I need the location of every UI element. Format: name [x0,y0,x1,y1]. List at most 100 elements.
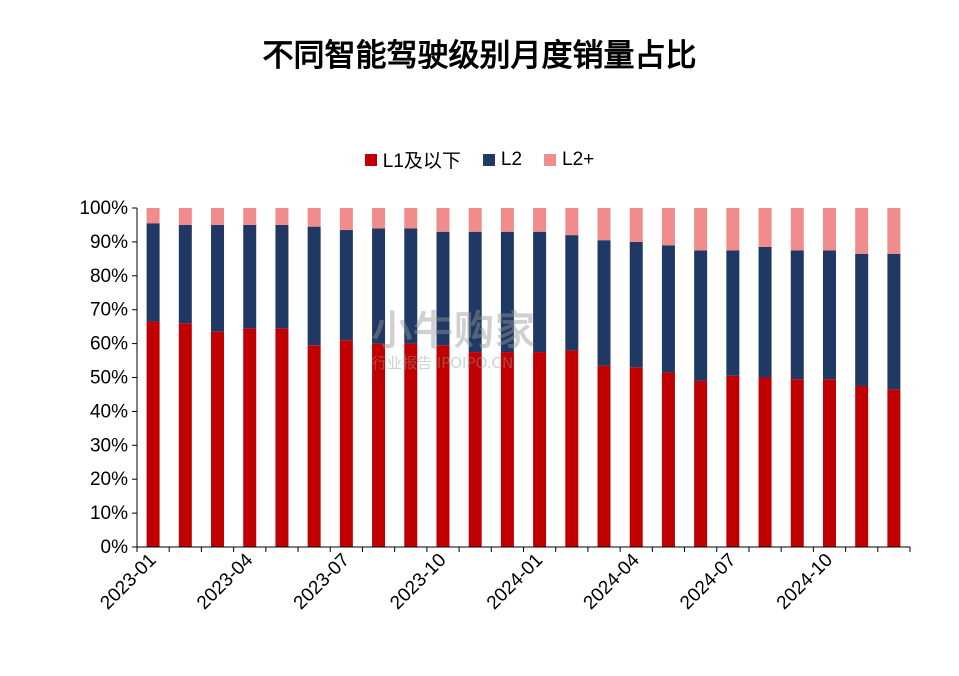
y-tick-label: 50% [90,368,128,389]
bar-segment-l1 [533,352,547,547]
bar-segment-l2plus [822,208,836,251]
y-tick-label: 90% [90,232,128,253]
legend-item-l2plus: L2+ [544,146,594,173]
bar-segment-l1 [500,352,514,547]
bar-segment-l1 [790,379,804,547]
bar-segment-l2plus [178,208,192,225]
bar-segment-l2 [887,253,901,390]
bar-segment-l2plus [597,208,611,241]
bar-segment-l2plus [146,208,160,224]
legend-label-l1: L1及以下 [382,151,461,172]
bar-segment-l2 [307,226,321,346]
bar-segment-l2plus [758,208,772,247]
legend-label-l2: L2 [500,148,523,170]
y-tick-label: 70% [90,300,128,321]
bar-segment-l2 [500,231,514,353]
bar-segment-l2plus [790,208,804,251]
bar-segment-l2 [822,250,836,380]
x-tick-label: 2024-10 [773,550,837,614]
legend-swatch-l2plus [544,153,557,166]
bar-segment-l2 [533,231,547,353]
bar-segment-l2plus [887,208,901,254]
bar-segment-l2plus [436,208,450,232]
bar-segment-l2plus [500,208,514,232]
bar-segment-l2plus [855,208,869,254]
bar-segment-l2 [726,250,740,376]
bar-segment-l2 [694,250,708,381]
bar-segment-l2 [436,231,450,346]
bar-segment-l2plus [339,208,353,231]
x-tick-label: 2023-04 [193,549,257,613]
y-tick-label: 30% [90,435,128,456]
legend-item-l1: L1及以下 [364,146,461,173]
y-tick-label: 0% [101,537,129,558]
legend: L1及以下 L2 L2+ [0,146,959,173]
bar-segment-l1 [565,350,579,547]
bar-segment-l2plus [661,208,675,246]
bar-segment-l2 [629,241,643,368]
bar-segment-l2 [146,223,160,322]
bar-segment-l2 [468,231,482,353]
bar-segment-l1 [307,345,321,547]
bar-segment-l1 [887,389,901,547]
bar-segment-l2plus [307,208,321,227]
legend-item-l2: L2 [482,146,523,173]
bar-segment-l2plus [533,208,547,232]
bar-segment-l1 [372,343,386,547]
y-tick-label: 10% [90,503,128,524]
bar-segment-l1 [855,385,869,547]
x-tick-label: 2023-07 [290,550,354,614]
bar-segment-l2plus [629,208,643,242]
bar-segment-l2 [372,228,386,344]
bar-segment-l1 [211,331,225,547]
bar-segment-l1 [694,380,708,547]
legend-swatch-l1 [364,153,377,166]
bar-segment-l2plus [468,208,482,232]
chart-title: 不同智能驾驶级别月度销量占比 [262,38,697,74]
bar-segment-l1 [275,328,289,547]
bar-segment-l2plus [372,208,386,229]
bar-segment-l2 [339,230,353,341]
x-tick-label: 2024-04 [580,549,644,613]
bar-segment-l2plus [404,208,418,229]
bar-segment-l1 [146,321,160,547]
x-tick-label: 2023-10 [386,550,450,614]
bar-segment-l1 [339,340,353,547]
bar-segment-l1 [436,345,450,547]
bar-segment-l1 [822,379,836,547]
x-tick-label: 2024-07 [676,550,740,614]
bar-segment-l2plus [565,208,579,236]
bar-segment-l2 [790,250,804,380]
bar-segment-l2 [211,224,225,332]
y-tick-label: 60% [90,334,128,355]
bar-segment-l1 [758,377,772,547]
bar-segment-l1 [726,375,740,547]
bar-segment-l2plus [243,208,257,225]
bar-segment-l2plus [275,208,289,225]
bar-segment-l2 [404,228,418,344]
x-tick-label: 2024-01 [483,550,547,614]
bar-segment-l2plus [694,208,708,251]
bar-segment-l2 [758,246,772,378]
bar-segment-l2 [661,245,675,373]
bar-segment-l2 [243,224,257,329]
bar-segment-l1 [243,328,257,547]
y-tick-label: 40% [90,401,128,422]
bar-segment-l1 [468,352,482,547]
legend-swatch-l2 [482,153,495,166]
y-tick-label: 80% [90,266,128,287]
bar-segment-l2 [565,235,579,351]
bar-segment-l1 [404,343,418,547]
bar-segment-l1 [597,365,611,547]
legend-label-l2plus: L2+ [562,148,595,170]
bar-segment-l2 [597,240,611,366]
bar-segment-l2 [178,224,192,324]
bar-segment-l1 [178,323,192,547]
bar-segment-l1 [661,372,675,547]
y-tick-label: 100% [79,198,128,219]
y-tick-label: 20% [90,469,128,490]
bar-segment-l2 [275,224,289,329]
x-tick-label: 2023-01 [96,550,160,614]
bar-segment-l2plus [211,208,225,225]
